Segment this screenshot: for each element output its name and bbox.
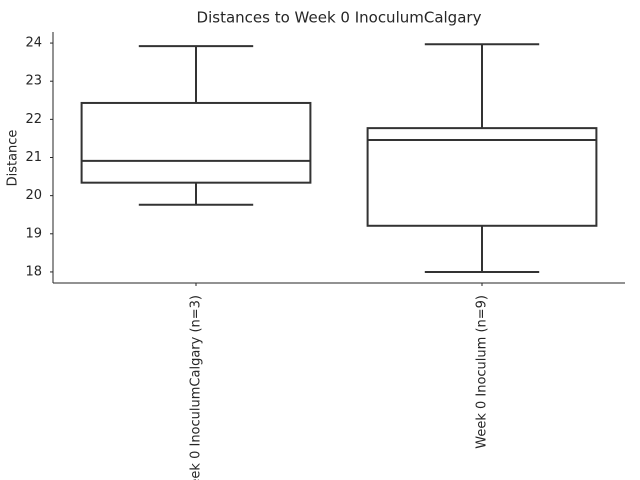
y-axis-label: Distance (6, 130, 21, 187)
box (366, 127, 598, 227)
y-tick-label: 19 (25, 226, 42, 241)
x-tick-label: Week 0 Inoculum (n=9) (475, 295, 490, 449)
y-tick-label: 22 (25, 112, 42, 127)
x-tick-label: Week 0 InoculumCalgary (n=3) (189, 295, 204, 480)
box (80, 101, 312, 184)
y-tick-label: 24 (25, 36, 42, 51)
y-tick-label: 20 (25, 188, 42, 203)
chart-title: Distances to Week 0 InoculumCalgary (197, 9, 482, 27)
y-tick-label: 18 (25, 264, 42, 279)
y-tick-label: 23 (25, 74, 42, 89)
y-tick-label: 21 (25, 150, 42, 165)
